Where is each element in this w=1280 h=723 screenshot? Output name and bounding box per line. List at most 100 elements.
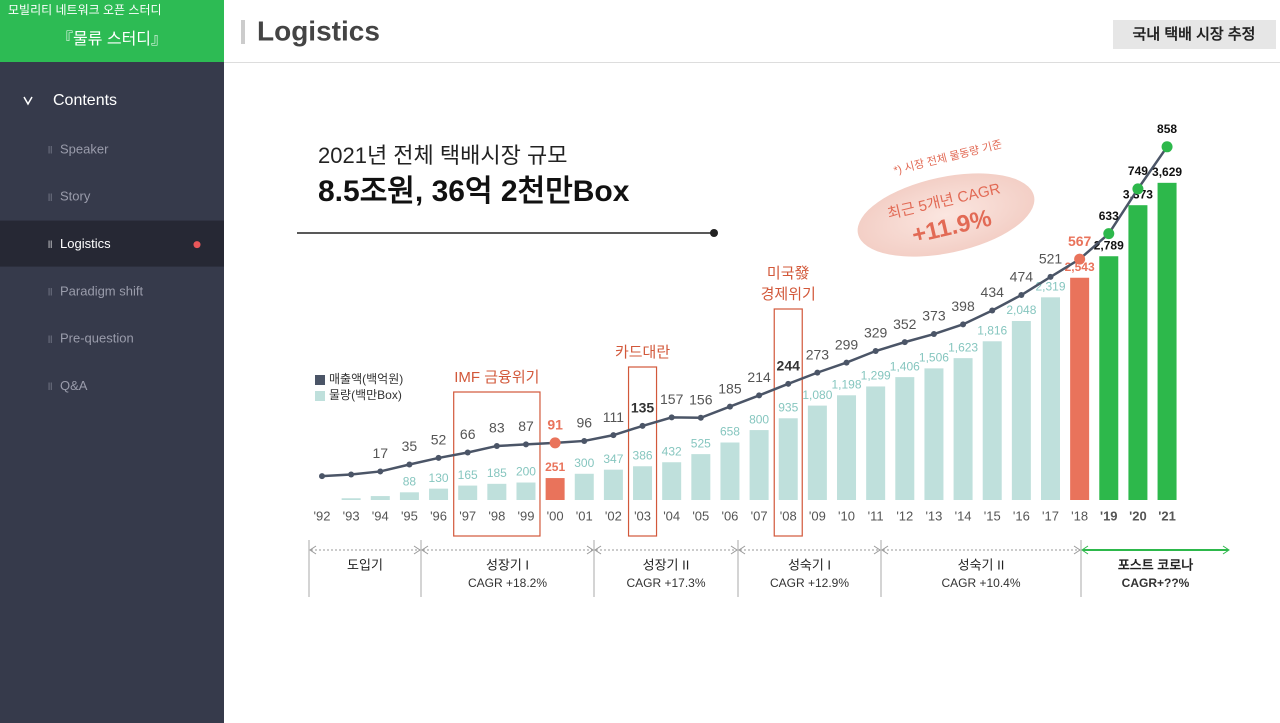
line-point — [406, 461, 413, 468]
bar — [516, 482, 536, 500]
menu-item[interactable]: Speaker — [60, 141, 109, 156]
line-label: 749 — [1128, 164, 1148, 178]
org-name: 모빌리티 네트워크 오픈 스터디 — [8, 3, 162, 17]
menu-marker: || — [48, 382, 52, 391]
x-tick-label: '06 — [721, 508, 738, 523]
line-point — [1161, 141, 1173, 153]
line-point — [814, 369, 821, 376]
arrow-head — [421, 545, 429, 555]
bar-label: 1,080 — [802, 388, 832, 402]
line-point — [930, 331, 937, 338]
phase-name: 성장기 I — [486, 557, 529, 572]
line-point — [581, 437, 588, 444]
contents-heading[interactable]: Contents — [53, 92, 117, 109]
x-tick-label: '96 — [430, 508, 447, 523]
arrow-head — [586, 545, 594, 555]
menu-marker: || — [48, 287, 52, 296]
line-label: 156 — [689, 391, 713, 407]
bar-label: 88 — [403, 474, 417, 488]
menu-item[interactable]: Story — [60, 189, 91, 204]
x-tick-label: '17 — [1042, 508, 1059, 523]
badge-text: 국내 택배 시장 추정 — [1133, 25, 1256, 43]
phase-cagr: CAGR+??% — [1122, 576, 1190, 590]
line-label: 434 — [981, 284, 1005, 300]
line-point — [319, 473, 325, 480]
line — [321, 146, 1169, 478]
annotation-box — [453, 391, 541, 537]
line-label: 52 — [431, 432, 447, 448]
bar — [691, 454, 711, 500]
line-point — [756, 392, 763, 399]
arrow-head — [881, 545, 889, 555]
line-point — [785, 380, 792, 387]
phase-name: 성숙기 II — [958, 557, 1005, 572]
line-point — [1018, 292, 1025, 299]
menu-item[interactable]: Pre-question — [60, 331, 134, 346]
bar-label: 386 — [633, 448, 653, 462]
annotation-box — [773, 308, 803, 537]
line-label: 135 — [631, 400, 655, 416]
bar-label: 525 — [691, 436, 711, 450]
bar — [1070, 277, 1090, 500]
bar-label: 200 — [516, 465, 536, 479]
bar — [370, 496, 390, 500]
bar — [429, 488, 449, 500]
line-point — [1132, 183, 1144, 195]
line-label: 96 — [576, 415, 592, 431]
line-label: 91 — [547, 417, 563, 433]
annotation-text: 카드대란 — [615, 344, 670, 361]
phase-cagr: CAGR +10.4% — [941, 576, 1020, 590]
x-tick-label: '03 — [634, 508, 651, 523]
line-label: 858 — [1157, 122, 1177, 136]
bar-label: 2,789 — [1094, 238, 1124, 252]
bar-label: 658 — [720, 425, 740, 439]
active-row — [0, 220, 224, 267]
x-tick-label: '09 — [809, 508, 826, 523]
bar — [924, 368, 944, 500]
bar-label: 3,629 — [1152, 165, 1182, 179]
arrow-head — [873, 545, 881, 555]
x-tick-label: '99 — [518, 508, 535, 523]
bar — [633, 466, 653, 500]
line-point — [697, 414, 704, 421]
bar-label: 1,623 — [948, 340, 978, 354]
bar — [341, 498, 361, 500]
annotation-text: 경제위기 — [761, 286, 816, 303]
line-label: 214 — [747, 369, 771, 385]
menu-item[interactable]: Logistics — [60, 236, 111, 251]
bar — [807, 405, 827, 500]
bar — [1099, 256, 1119, 500]
line-label: 373 — [922, 308, 946, 324]
line-label: 352 — [893, 316, 917, 332]
line-label: 87 — [518, 418, 534, 434]
line-label: 474 — [1010, 269, 1034, 285]
line-label: 329 — [864, 325, 888, 341]
x-tick-label: '11 — [868, 508, 884, 523]
x-tick-label: '12 — [896, 508, 913, 523]
bar — [1157, 182, 1177, 501]
title-bar — [241, 20, 245, 44]
bar — [487, 483, 507, 500]
menu-item[interactable]: Q&A — [60, 378, 88, 393]
line-label: 17 — [372, 445, 388, 461]
annotation-text: 미국發 — [767, 265, 810, 282]
study-name: 『물류 스터디』 — [57, 30, 167, 48]
line-point — [549, 437, 561, 449]
x-tick-label: '93 — [343, 508, 360, 523]
x-tick-label: '16 — [1013, 508, 1030, 523]
phase-name: 성장기 II — [643, 557, 690, 572]
bar — [720, 442, 740, 500]
line-label: 273 — [806, 346, 830, 362]
line-point — [872, 348, 879, 355]
line-point — [639, 422, 646, 429]
chevron[interactable] — [23, 96, 33, 106]
x-tick-label: '21 — [1158, 508, 1176, 523]
line-point — [435, 454, 442, 461]
line-point — [1103, 228, 1115, 240]
line-point — [348, 471, 355, 478]
arrow-head — [594, 545, 602, 555]
arrow-head — [1073, 545, 1081, 555]
line-label: 66 — [460, 426, 476, 442]
menu-item[interactable]: Paradigm shift — [60, 283, 143, 298]
menu-marker: || — [48, 145, 52, 154]
